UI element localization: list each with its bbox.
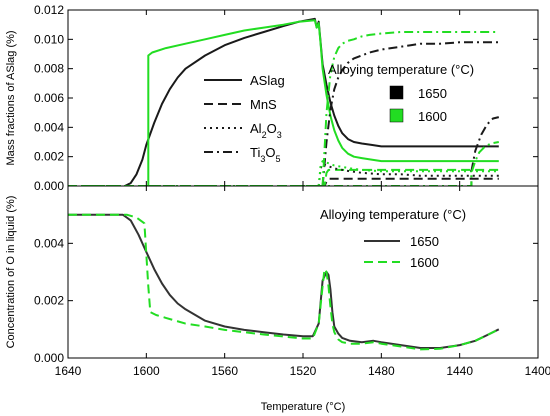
x-tick-label: 1640 xyxy=(55,364,82,378)
y-tick-label: 0.004 xyxy=(34,236,64,250)
y-tick-label: 0.006 xyxy=(34,91,64,105)
legend-label: 1650 xyxy=(410,234,439,249)
legend-label: Al2O3 xyxy=(250,121,282,140)
legend-label: MnS xyxy=(250,97,277,112)
plot-frame xyxy=(67,185,539,359)
series-line-1650-late-stage-phase-1650 xyxy=(68,116,500,186)
legend-title: Alloying temperature (°C) xyxy=(320,207,466,222)
series-line-ti3o5-1650 xyxy=(321,41,499,186)
x-tick-label: 1560 xyxy=(211,364,238,378)
plot-frame xyxy=(67,9,539,187)
x-tick-label: 1480 xyxy=(368,364,395,378)
y-tick-label: 0.002 xyxy=(34,294,64,308)
x-tick-label: 1600 xyxy=(133,364,160,378)
y-tick-label: 0.010 xyxy=(34,32,64,46)
y-tick-label: 0.012 xyxy=(34,3,64,17)
y-axis-title: Mass fractions of ASlag (%) xyxy=(5,30,17,165)
x-tick-label: 1400 xyxy=(525,364,550,378)
y-tick-label: 0.004 xyxy=(34,120,64,134)
y-tick-label: 0.002 xyxy=(34,150,64,164)
series-line-aslag-1600 xyxy=(147,19,499,186)
y-tick-label: 0.000 xyxy=(34,179,64,193)
bottom-panel: 0.000 0.002 0.004 1640 1600 1560 1520 1480 1440 1… xyxy=(5,185,550,413)
legend-swatch-1650 xyxy=(389,85,404,100)
series-line-1600-1 xyxy=(68,213,500,351)
legend-label: 1650 xyxy=(418,86,447,101)
x-tick-label: 1440 xyxy=(446,364,473,378)
legend-title: Alloying temperature (°C) xyxy=(328,62,474,77)
x-tick-label: 1520 xyxy=(290,364,317,378)
legend-label: ASlag xyxy=(250,73,285,88)
y-tick-label: 0.008 xyxy=(34,62,64,76)
y-tick-label: 0.000 xyxy=(34,351,64,365)
x-axis-title: Temperature (°C) xyxy=(261,401,345,413)
series-group xyxy=(68,17,500,186)
series-line-ti3o5-1600 xyxy=(321,31,499,186)
legend-label: Ti3O5 xyxy=(250,145,281,164)
legend-swatch-1600 xyxy=(389,108,404,123)
series-group xyxy=(68,213,500,351)
legend-label: 1600 xyxy=(410,255,439,270)
top-panel: 0.000 0.002 0.004 0.006 0.008 0.010 0.012 Mass … xyxy=(5,3,539,193)
series-line-aslag-1650 xyxy=(124,17,499,186)
legend-label: 1600 xyxy=(418,109,447,124)
y-axis-title: Concentration of O in liquid (%) xyxy=(5,196,17,349)
series-line-1600-late-stage-phase-1600 xyxy=(68,141,499,186)
